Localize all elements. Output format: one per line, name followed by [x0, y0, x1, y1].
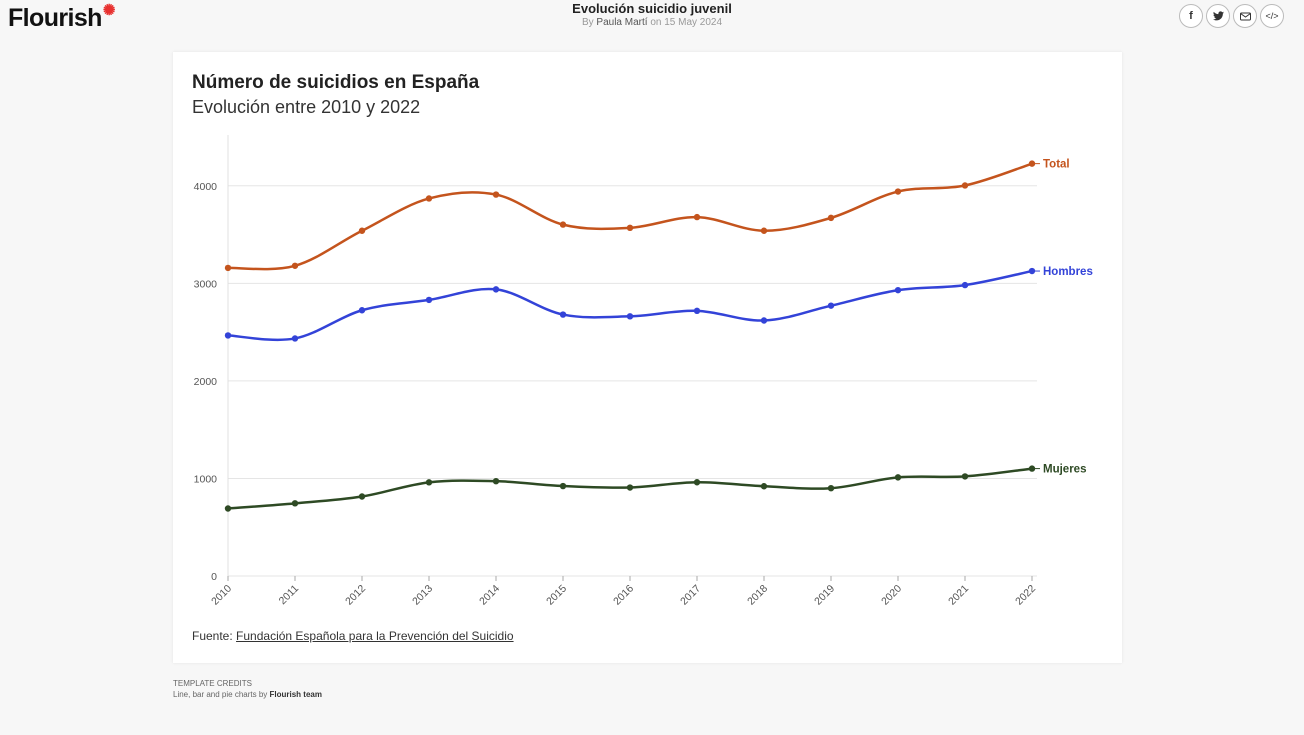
- template-credits: TEMPLATE CREDITS Line, bar and pie chart…: [173, 678, 322, 700]
- data-point-total: [626, 224, 634, 232]
- chart-title: Número de suicidios en España: [192, 72, 480, 93]
- data-point-mujeres: [291, 500, 299, 507]
- data-point-mujeres: [559, 482, 567, 490]
- x-tick-label: 2015: [544, 583, 569, 608]
- chart-subtitle: Evolución entre 2010 y 2022: [192, 97, 421, 117]
- data-point-hombres: [760, 317, 768, 324]
- data-point-total: [291, 262, 299, 269]
- data-point-total: [961, 182, 969, 189]
- y-tick-label: 4000: [194, 181, 218, 193]
- data-point-total: [559, 221, 567, 228]
- facebook-icon: f: [1189, 10, 1193, 22]
- y-tick-label: 0: [211, 571, 217, 583]
- credits-text: Line, bar and pie charts by: [173, 690, 268, 699]
- byline-date: on 15 May 2024: [650, 17, 723, 28]
- x-tick-label: 2017: [678, 583, 703, 608]
- logo-text: Flourish: [8, 4, 102, 32]
- x-tick-label: 2021: [946, 583, 971, 608]
- credits-team-link[interactable]: Flourish team: [269, 690, 322, 699]
- share-buttons: f </>: [1179, 4, 1284, 28]
- author-link[interactable]: Paula Martí: [596, 17, 648, 28]
- data-point-hombres: [827, 302, 835, 309]
- series-line-hombres: [227, 269, 1033, 342]
- data-point-mujeres: [894, 474, 902, 481]
- y-tick-label: 3000: [194, 278, 218, 290]
- data-point-mujeres: [425, 479, 433, 486]
- flourish-logo[interactable]: Flourish ✺: [8, 2, 116, 33]
- data-point-total: [693, 213, 701, 221]
- data-point-total: [1028, 160, 1036, 167]
- data-point-hombres: [492, 286, 500, 293]
- data-point-mujeres: [358, 493, 366, 500]
- page-title: Evolución suicidio juvenil: [572, 1, 732, 16]
- embed-icon: </>: [1265, 11, 1279, 21]
- data-point-hombres: [1028, 267, 1036, 275]
- x-tick-label: 2018: [745, 583, 770, 608]
- source-link[interactable]: Fundación Española para la Prevención de…: [236, 629, 514, 643]
- chart-card: Número de suicidios en España Evolución …: [173, 52, 1122, 663]
- source-prefix: Fuente:: [192, 629, 233, 643]
- data-point-total: [894, 188, 902, 195]
- data-point-total: [358, 227, 366, 234]
- twitter-share-button[interactable]: [1206, 4, 1230, 28]
- data-point-hombres: [894, 286, 902, 294]
- data-point-hombres: [224, 332, 232, 339]
- data-point-mujeres: [961, 473, 969, 480]
- credits-heading: TEMPLATE CREDITS: [173, 679, 252, 688]
- email-share-button[interactable]: [1233, 4, 1257, 28]
- byline: By Paula Martí on 15 May 2024: [0, 17, 1304, 28]
- data-point-hombres: [291, 335, 299, 342]
- series-line-total: [227, 162, 1033, 271]
- twitter-icon: [1212, 11, 1224, 21]
- envelope-icon: [1239, 12, 1251, 20]
- x-tick-label: 2016: [611, 583, 636, 608]
- facebook-share-button[interactable]: f: [1179, 4, 1203, 28]
- data-point-mujeres: [760, 483, 768, 490]
- data-point-hombres: [425, 296, 433, 304]
- data-point-hombres: [961, 281, 969, 289]
- data-point-total: [492, 191, 500, 198]
- x-tick-label: 2014: [477, 583, 502, 608]
- data-point-hombres: [626, 313, 634, 320]
- data-point-mujeres: [626, 484, 634, 491]
- series-label-hombres: Hombres: [1043, 266, 1093, 278]
- data-point-total: [827, 214, 835, 222]
- data-point-hombres: [693, 307, 701, 315]
- data-point-total: [760, 227, 768, 234]
- embed-button[interactable]: </>: [1260, 4, 1284, 28]
- data-point-hombres: [358, 307, 366, 314]
- line-chart: 0 1000 2000 3000 4000 2010 2011 2012 2013 2014 201…: [194, 135, 1093, 608]
- data-point-total: [224, 264, 232, 272]
- data-point-hombres: [559, 311, 567, 318]
- x-tick-label: 2019: [812, 583, 837, 608]
- data-point-mujeres: [1028, 465, 1036, 472]
- data-point-mujeres: [492, 477, 500, 485]
- x-tick-label: 2011: [277, 583, 302, 608]
- visualisation-header: Evolución suicidio juvenil By Paula Mart…: [0, 0, 1304, 28]
- data-point-total: [425, 195, 433, 202]
- series-label-total: Total: [1043, 159, 1070, 171]
- y-tick-label: 1000: [194, 473, 218, 485]
- x-tick-label: 2022: [1013, 583, 1038, 608]
- data-point-mujeres: [693, 479, 701, 486]
- data-point-mujeres: [224, 505, 232, 512]
- series-label-mujeres: Mujeres: [1043, 464, 1086, 476]
- byline-prefix: By: [581, 17, 594, 28]
- x-tick-label: 2013: [410, 583, 435, 608]
- source-note: Fuente: Fundación Española para la Preve…: [192, 629, 514, 643]
- y-tick-label: 2000: [194, 376, 218, 388]
- logo-star-icon: ✺: [102, 2, 116, 19]
- x-tick-label: 2012: [343, 583, 368, 608]
- data-point-mujeres: [827, 485, 835, 492]
- x-tick-label: 2010: [209, 583, 234, 608]
- x-tick-label: 2020: [879, 583, 904, 608]
